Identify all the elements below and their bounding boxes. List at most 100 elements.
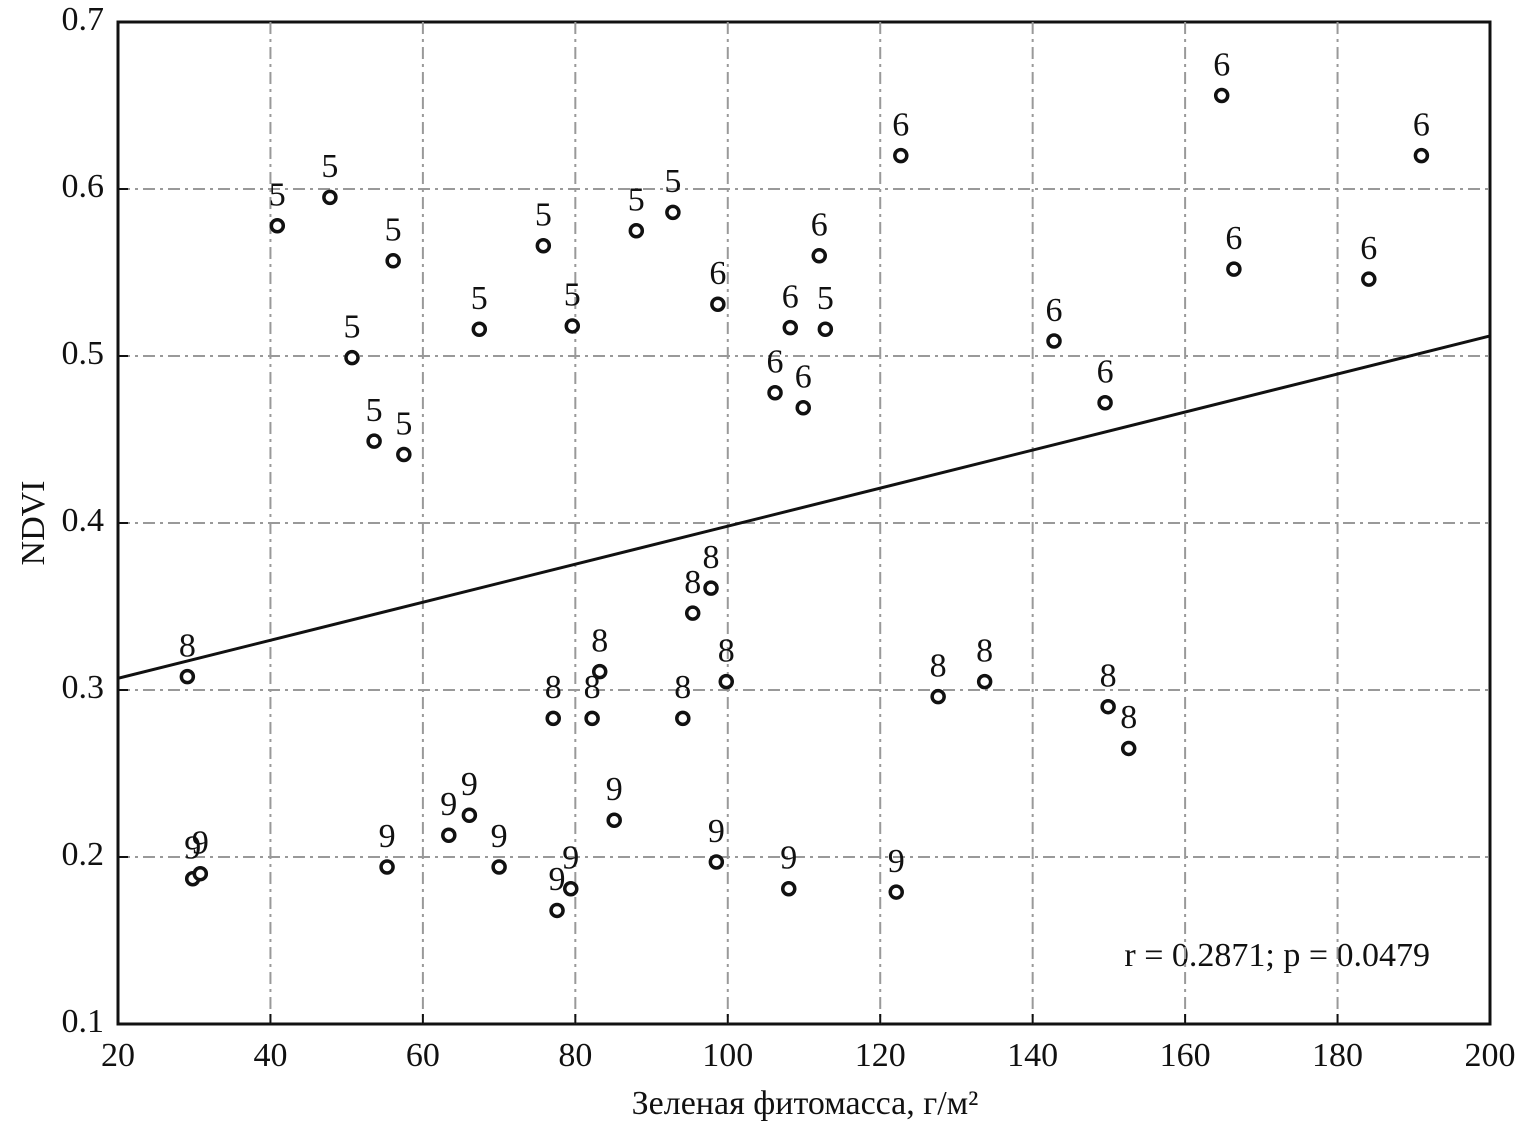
point-label: 8 — [976, 632, 993, 669]
point-label: 9 — [192, 824, 209, 861]
y-tick-label: 0.2 — [62, 836, 105, 873]
data-point — [471, 321, 488, 338]
data-point — [718, 673, 735, 690]
data-point — [1226, 261, 1242, 277]
point-label: 5 — [628, 182, 645, 219]
point-label: 9 — [461, 766, 478, 803]
point-label: 9 — [780, 840, 797, 877]
x-axis-label: Зеленая фитомасса, г/м² — [632, 1085, 979, 1122]
point-label: 9 — [491, 818, 508, 855]
y-tick-label: 0.3 — [62, 669, 105, 706]
point-label: 6 — [1097, 354, 1114, 391]
x-tick-label: 100 — [702, 1037, 753, 1074]
x-tick-label: 120 — [855, 1037, 906, 1074]
x-tick-label: 200 — [1465, 1037, 1516, 1074]
annotation: r = 0.2871; p = 0.0479 — [1124, 937, 1430, 974]
point-label: 8 — [718, 632, 735, 669]
y-tick-label: 0.6 — [62, 168, 105, 205]
data-point — [564, 318, 581, 334]
data-point — [535, 238, 552, 254]
data-point — [441, 827, 457, 844]
point-label: 9 — [888, 843, 905, 880]
point-label: 6 — [892, 106, 909, 143]
data-point — [385, 253, 401, 269]
data-point — [366, 433, 382, 449]
y-tick-label: 0.1 — [62, 1003, 105, 1040]
data-point — [1120, 740, 1137, 757]
point-label: 8 — [674, 669, 691, 706]
data-point — [817, 321, 834, 338]
point-label: 5 — [535, 197, 552, 234]
x-tick-label: 180 — [1312, 1037, 1363, 1074]
data-point — [888, 884, 904, 900]
point-label: 8 — [1100, 657, 1117, 694]
data-point — [708, 854, 725, 870]
data-point — [675, 710, 691, 727]
point-label: 6 — [1225, 220, 1242, 257]
data-point — [1413, 147, 1430, 164]
point-label: 8 — [684, 564, 701, 601]
data-point — [396, 446, 412, 463]
x-tick-label: 80 — [558, 1037, 592, 1074]
data-point — [606, 812, 622, 829]
point-label: 5 — [321, 148, 338, 185]
y-tick-label: 0.7 — [62, 1, 105, 38]
regression-line — [117, 334, 1491, 680]
data-point — [795, 400, 811, 416]
data-point — [563, 880, 579, 897]
point-label: 5 — [817, 280, 834, 317]
point-label: 6 — [811, 207, 828, 244]
point-label: 8 — [179, 627, 196, 664]
data-point — [1213, 87, 1230, 104]
data-point — [584, 710, 600, 727]
point-label: 5 — [471, 280, 488, 317]
x-tick-label: 140 — [1007, 1037, 1058, 1074]
point-label: 9 — [708, 813, 725, 850]
data-point — [192, 865, 209, 882]
point-label: 8 — [930, 647, 947, 684]
data-point — [1046, 333, 1062, 349]
y-tick-label: 0.4 — [62, 502, 105, 539]
data-point — [591, 663, 608, 680]
data-point — [781, 880, 797, 897]
point-label: 5 — [385, 212, 402, 249]
point-label: 8 — [703, 539, 720, 576]
point-label: 5 — [664, 163, 681, 200]
point-label: 8 — [545, 669, 562, 706]
point-label: 6 — [795, 359, 812, 396]
point-label: 5 — [366, 392, 383, 429]
data-point — [549, 902, 565, 919]
data-point — [665, 204, 681, 221]
point-label: 6 — [1046, 292, 1063, 329]
point-label: 6 — [767, 344, 784, 381]
data-point — [379, 859, 395, 875]
data-point — [1097, 395, 1113, 411]
x-tick-label: 60 — [406, 1037, 440, 1074]
y-axis-label: NDVI — [15, 481, 52, 566]
data-point — [893, 147, 909, 164]
data-point — [767, 384, 783, 401]
point-label: 5 — [269, 177, 286, 214]
point-label: 8 — [584, 669, 601, 706]
data-point — [811, 248, 827, 264]
data-point — [179, 668, 196, 685]
point-label: 5 — [395, 405, 412, 442]
point-label: 9 — [606, 771, 623, 808]
data-point — [628, 223, 645, 239]
data-point — [684, 605, 701, 621]
point-label: 5 — [564, 277, 581, 314]
data-point — [710, 296, 726, 312]
point-label: 6 — [1360, 230, 1377, 267]
point-label: 6 — [1213, 46, 1230, 83]
x-tick-label: 20 — [101, 1037, 135, 1074]
data-point — [1100, 698, 1116, 715]
point-label: 9 — [549, 861, 566, 898]
data-point — [976, 673, 993, 690]
point-label: 9 — [562, 840, 579, 877]
point-label: 8 — [591, 622, 608, 659]
point-label: 6 — [782, 278, 799, 315]
x-tick-label: 40 — [253, 1037, 287, 1074]
data-point — [1361, 271, 1377, 287]
data-point — [703, 580, 719, 596]
